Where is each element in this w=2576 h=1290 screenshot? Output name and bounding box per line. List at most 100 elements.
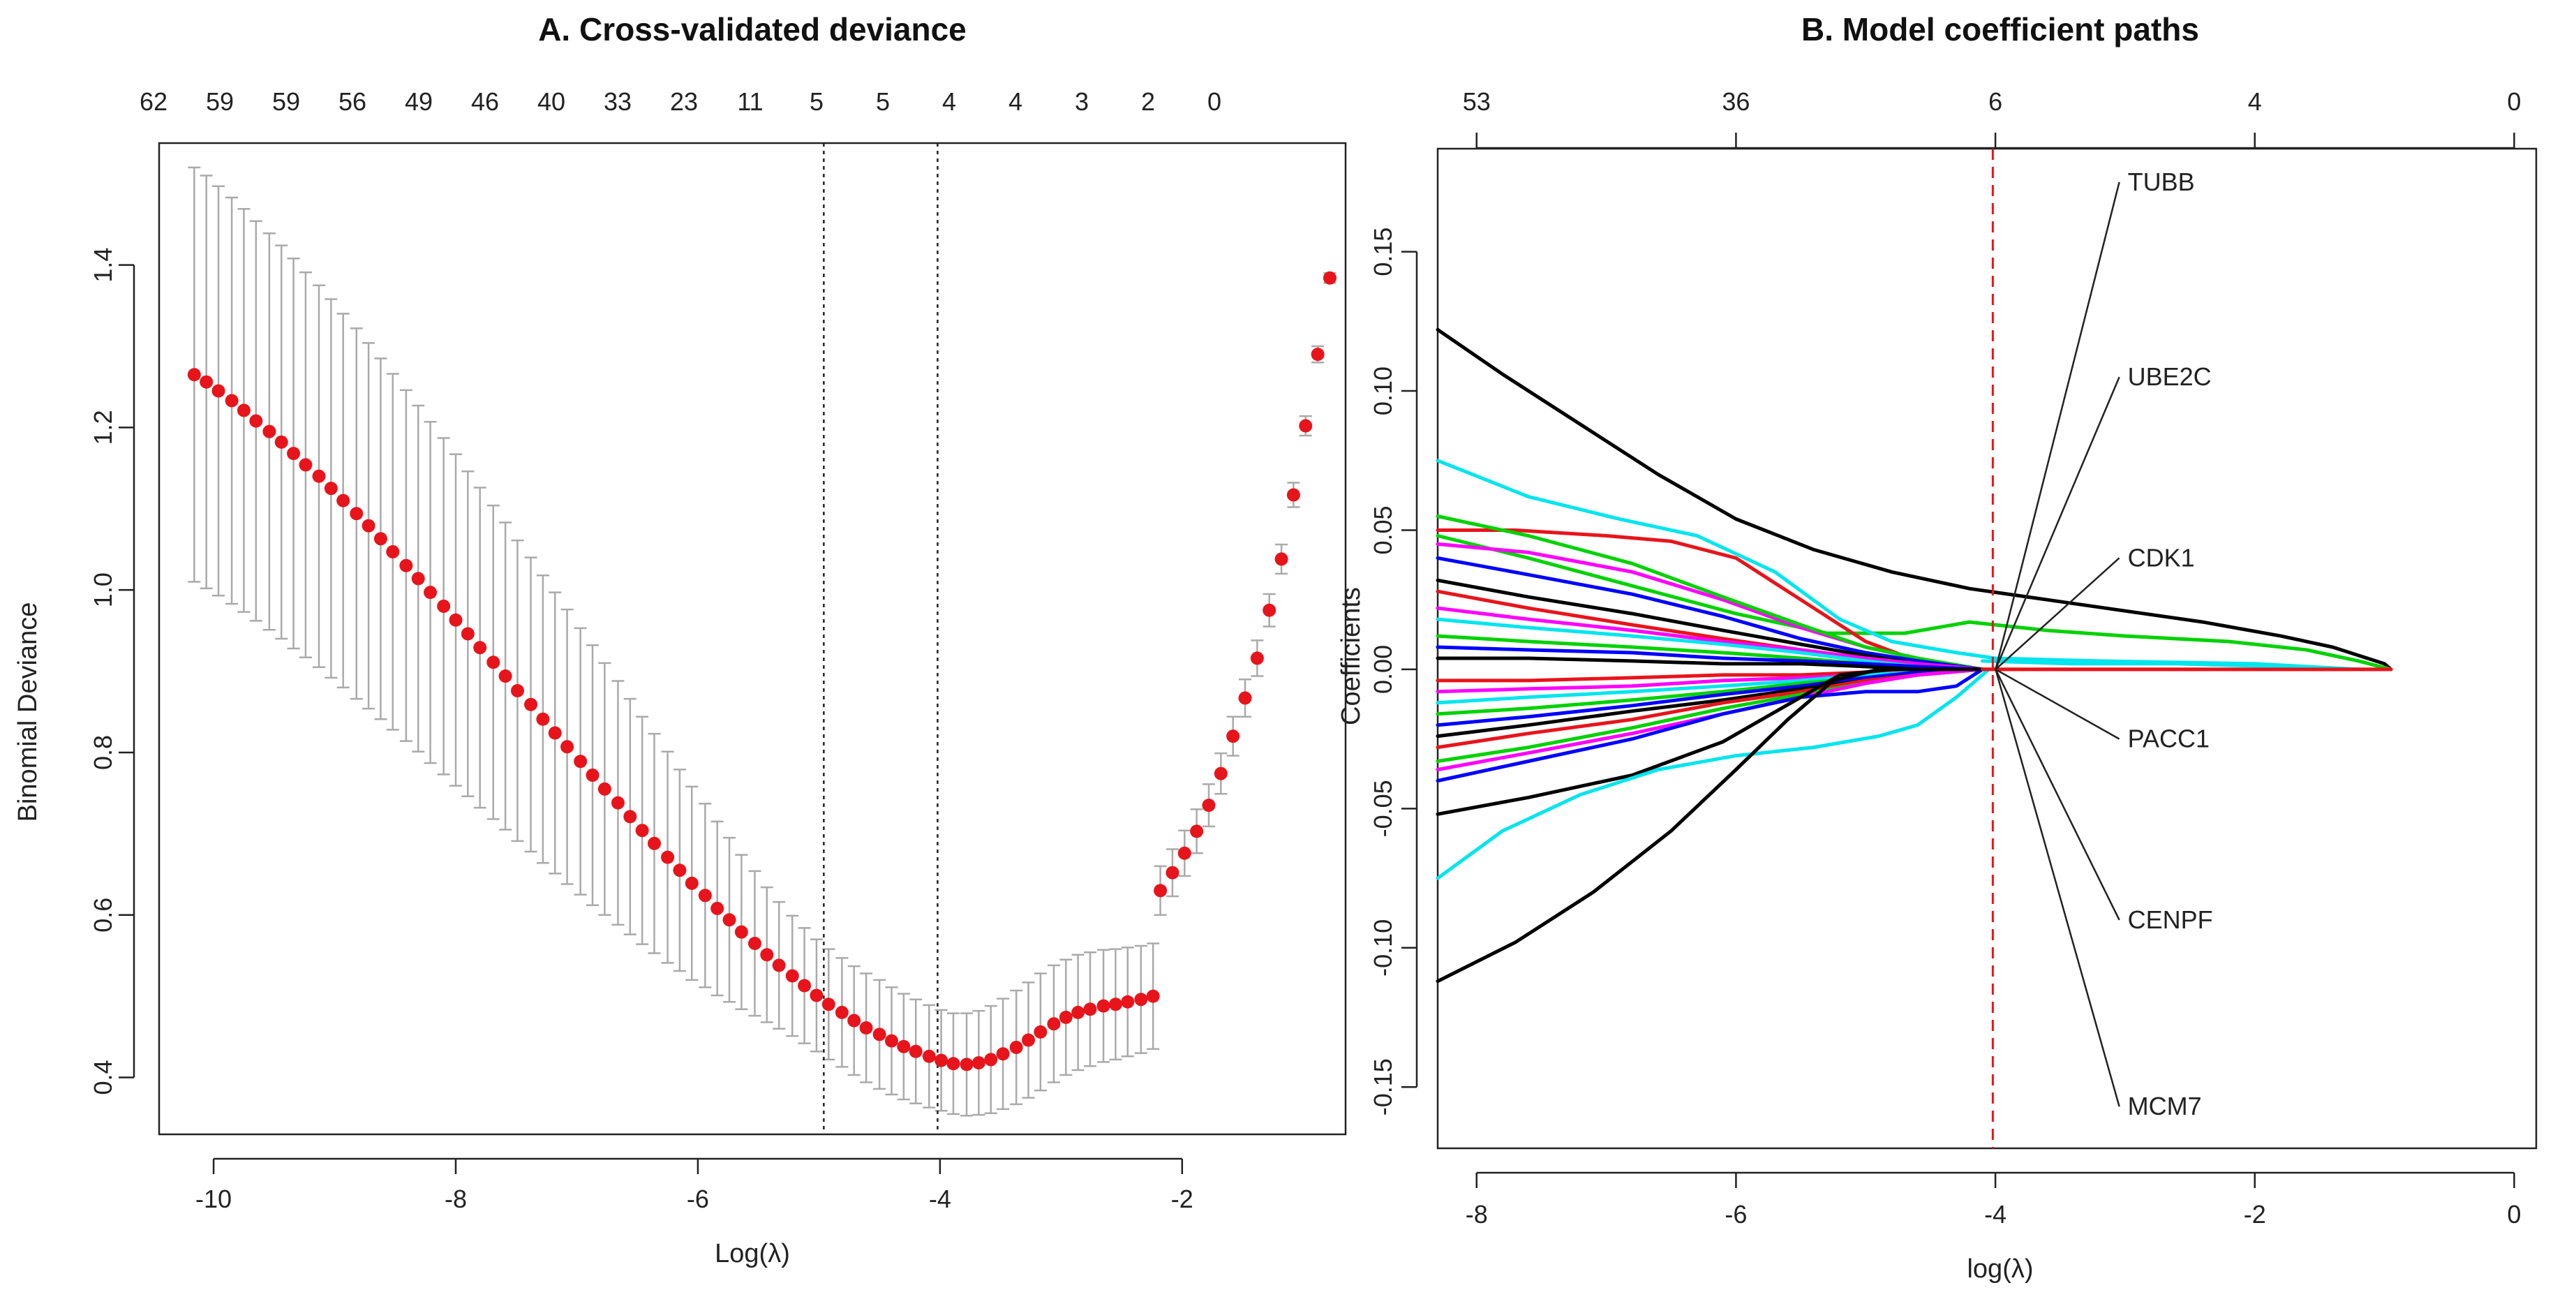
y-tick-label: 0.10	[1369, 366, 1397, 415]
top-axis-label: 33	[604, 87, 632, 116]
top-axis-label: 40	[537, 87, 565, 116]
gene-label: CDK1	[2128, 543, 2195, 572]
deviance-point	[996, 1047, 1010, 1061]
deviance-point	[574, 755, 588, 769]
gene-label: UBE2C	[2128, 362, 2212, 391]
deviance-point	[835, 1005, 849, 1019]
coefficient-path	[1436, 645, 1984, 672]
coefficient-path	[1436, 459, 2360, 672]
deviance-point	[647, 836, 661, 850]
top-axis-label: 4	[1008, 87, 1022, 116]
top-axis-label: 0	[1207, 87, 1221, 116]
deviance-point	[262, 424, 276, 438]
deviance-point	[498, 669, 512, 683]
deviance-point	[685, 876, 699, 890]
panel-b-coefficient-lines	[1436, 327, 2393, 984]
deviance-point	[1022, 1033, 1036, 1047]
panel-b-coefficient-paths: B. Model coefficient paths log(λ) Coeffi…	[1337, 11, 2538, 1284]
x-tick-label: -10	[195, 1185, 232, 1213]
deviance-point	[449, 613, 463, 627]
deviance-point	[373, 532, 387, 546]
top-axis-label: 46	[471, 87, 499, 116]
panel-a-xlabel: Log(λ)	[715, 1239, 790, 1268]
x-tick-label: -8	[445, 1185, 467, 1213]
x-tick-label: -6	[687, 1185, 709, 1213]
top-axis-label: 53	[1463, 87, 1491, 116]
y-tick-label: 1.0	[89, 572, 117, 607]
top-axis-label: 5	[810, 87, 824, 116]
deviance-point	[635, 824, 649, 838]
coefficient-path	[1436, 667, 1984, 727]
deviance-point	[798, 979, 812, 993]
deviance-point	[1250, 651, 1264, 665]
deviance-point	[722, 913, 736, 927]
coefficient-path	[1436, 667, 1991, 880]
deviance-point	[1134, 993, 1148, 1007]
panel-a-top-axis: 62 59 59 56 49 46 40 33 23 11 5 5 4 4 3 2 0	[140, 87, 1221, 116]
top-axis-label: 59	[206, 87, 234, 116]
y-tick-label: 0.15	[1369, 228, 1397, 276]
deviance-point	[1009, 1040, 1023, 1054]
gene-label: CENPF	[2128, 905, 2213, 934]
deviance-point	[821, 998, 835, 1011]
gene-label-connector	[1995, 669, 2120, 921]
coefficient-path	[1981, 659, 2360, 672]
deviance-point	[1299, 419, 1313, 433]
top-axis-label: 11	[737, 87, 763, 116]
top-axis-label: 4	[942, 87, 956, 116]
deviance-point	[399, 558, 413, 572]
coefficient-path	[1436, 667, 1881, 984]
deviance-point	[772, 958, 786, 972]
deviance-point	[225, 394, 239, 408]
deviance-point	[548, 726, 562, 740]
deviance-point	[510, 683, 524, 697]
top-axis-label: 56	[338, 87, 366, 116]
deviance-point	[312, 469, 326, 483]
deviance-point	[1311, 348, 1325, 362]
coefficient-path	[1436, 514, 1984, 672]
deviance-point	[1177, 846, 1191, 860]
x-tick-label: -2	[2244, 1200, 2266, 1229]
deviance-point	[785, 969, 799, 983]
x-tick-label: -8	[1466, 1200, 1488, 1229]
y-tick-label: 1.2	[89, 410, 117, 445]
deviance-point	[486, 655, 500, 669]
y-tick-label: 0.6	[89, 898, 117, 933]
deviance-point	[710, 901, 724, 915]
deviance-point	[734, 925, 748, 939]
panel-a-ylabel: Binomial Deviance	[13, 602, 43, 822]
deviance-point	[623, 810, 637, 824]
deviance-point	[200, 375, 214, 389]
y-tick-label: 1.4	[89, 248, 117, 283]
panel-a-x-axis: -10 -8 -6 -4 -2	[195, 1157, 1193, 1213]
top-axis-label: 62	[140, 87, 167, 116]
deviance-point	[909, 1044, 923, 1058]
deviance-point	[1238, 691, 1252, 705]
deviance-point	[960, 1058, 974, 1072]
deviance-point	[859, 1021, 873, 1035]
deviance-point	[897, 1039, 911, 1053]
deviance-point	[1146, 989, 1160, 1003]
y-tick-label: 0.05	[1369, 505, 1397, 554]
deviance-point	[324, 482, 338, 496]
gene-label-connector	[1995, 668, 2120, 740]
deviance-point	[362, 519, 375, 533]
top-axis-label: 59	[272, 87, 300, 116]
panel-b-ylabel: Coefficients	[1337, 587, 1366, 725]
panel-a-y-axis: 0.4 0.6 0.8 1.0 1.2 1.4	[89, 248, 135, 1095]
gene-label-connector	[1995, 181, 2120, 670]
top-axis-label: 36	[1722, 87, 1750, 116]
y-tick-label: -0.15	[1369, 1058, 1397, 1115]
deviance-point	[810, 988, 824, 1002]
panel-b-top-axis: 53 36 6 4 0	[1463, 87, 2521, 149]
coefficient-path	[1436, 327, 2393, 672]
panel-a-cross-validated-deviance: A. Cross-validated deviance Log(λ) Binom…	[13, 11, 1347, 1268]
panel-b-title: B. Model coefficient paths	[1801, 11, 2199, 47]
y-tick-label: 0.8	[89, 735, 117, 770]
coefficient-path	[1436, 606, 1984, 672]
deviance-point	[1121, 995, 1135, 1009]
deviance-point	[747, 936, 761, 950]
top-axis-label: 5	[876, 87, 890, 116]
x-tick-label: -4	[1984, 1200, 2007, 1229]
